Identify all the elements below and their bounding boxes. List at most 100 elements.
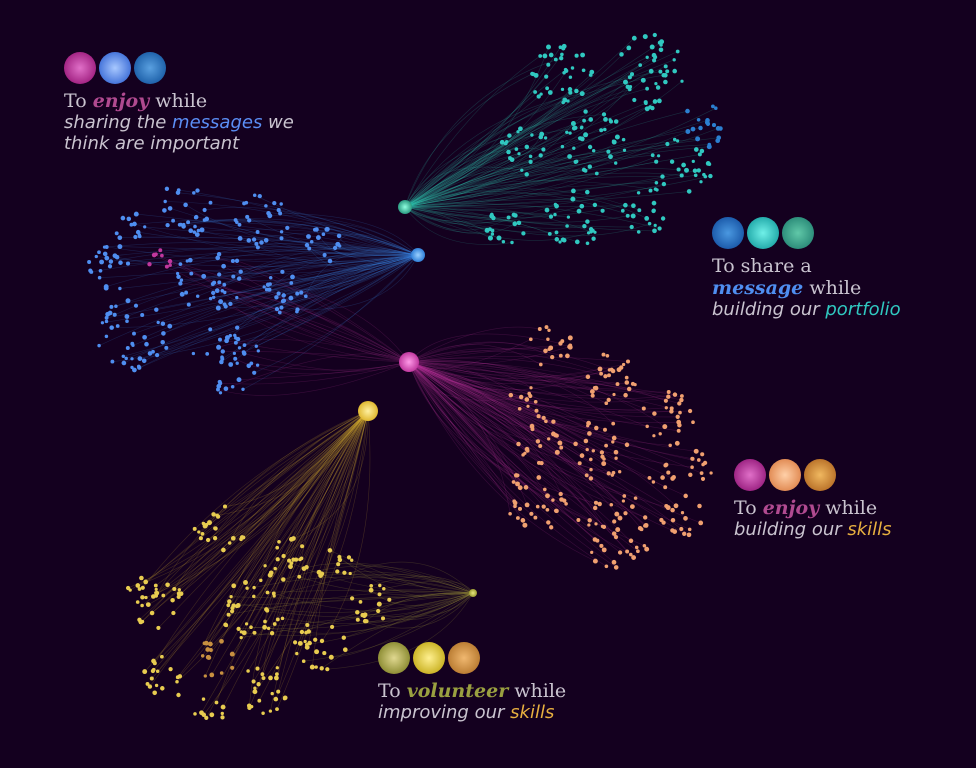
node [228, 301, 233, 307]
node [601, 352, 606, 357]
edge [408, 355, 629, 363]
edge [331, 592, 474, 658]
node [557, 440, 563, 446]
node [515, 516, 520, 520]
node [237, 236, 243, 241]
node [245, 586, 249, 590]
node [490, 212, 494, 217]
node [192, 191, 196, 195]
node [570, 121, 576, 126]
edge [245, 410, 369, 583]
node [293, 640, 298, 645]
node [335, 241, 341, 247]
edge [404, 140, 678, 208]
node [547, 231, 552, 236]
node [244, 622, 249, 626]
edge [177, 192, 419, 256]
node [104, 319, 109, 324]
node [223, 290, 227, 295]
node [316, 569, 322, 575]
node [186, 220, 191, 225]
edge [404, 88, 648, 208]
node [547, 437, 551, 441]
node [591, 228, 595, 233]
node [288, 295, 294, 301]
node [681, 162, 686, 168]
node [177, 674, 183, 679]
node [535, 504, 540, 509]
node [697, 152, 702, 157]
edge [135, 236, 419, 256]
edge [301, 254, 419, 293]
edge [404, 156, 570, 208]
node [377, 592, 382, 597]
edge [296, 410, 369, 654]
node [672, 68, 677, 74]
node [175, 680, 179, 684]
edge [276, 410, 369, 679]
node [330, 624, 335, 629]
edge [404, 161, 657, 208]
edge [233, 247, 419, 277]
edge [408, 361, 515, 502]
node [606, 471, 611, 476]
node [611, 531, 617, 536]
edge [404, 132, 571, 208]
node [546, 62, 551, 67]
edge [404, 161, 531, 208]
edge [144, 254, 419, 338]
node [508, 512, 512, 516]
node [622, 148, 627, 152]
node [201, 273, 207, 279]
node [130, 357, 134, 361]
node [677, 401, 682, 406]
node [140, 603, 144, 608]
node [221, 547, 226, 553]
node [648, 105, 653, 110]
node [610, 473, 615, 477]
node [268, 675, 273, 681]
edge [350, 561, 474, 594]
node [654, 81, 658, 86]
node [583, 132, 589, 138]
edge [206, 410, 369, 644]
node [216, 307, 221, 311]
node [301, 566, 307, 571]
node [583, 168, 588, 173]
node [611, 440, 615, 444]
node [541, 147, 546, 152]
node [191, 351, 196, 356]
node [641, 406, 646, 411]
node [217, 272, 222, 277]
node [208, 296, 213, 301]
node [299, 556, 304, 561]
edge [408, 361, 517, 476]
edge [404, 161, 577, 208]
node [651, 480, 656, 484]
edge [243, 410, 369, 538]
node [662, 424, 668, 430]
node [224, 338, 229, 344]
node [222, 302, 227, 307]
node [195, 188, 200, 193]
edge [408, 361, 690, 530]
node [207, 520, 212, 526]
node [252, 193, 257, 198]
node [295, 291, 300, 296]
edge [344, 571, 474, 594]
pink-swatch [734, 459, 766, 491]
edge [408, 361, 677, 507]
edge [404, 73, 633, 208]
node [161, 593, 166, 598]
node [208, 327, 213, 332]
node [104, 334, 109, 339]
edge [144, 410, 369, 672]
node [350, 558, 354, 562]
node [614, 134, 620, 140]
edge [408, 361, 706, 464]
edge [408, 361, 541, 447]
edge [339, 245, 419, 257]
edge [404, 114, 605, 208]
node [175, 271, 180, 276]
node [559, 497, 564, 502]
